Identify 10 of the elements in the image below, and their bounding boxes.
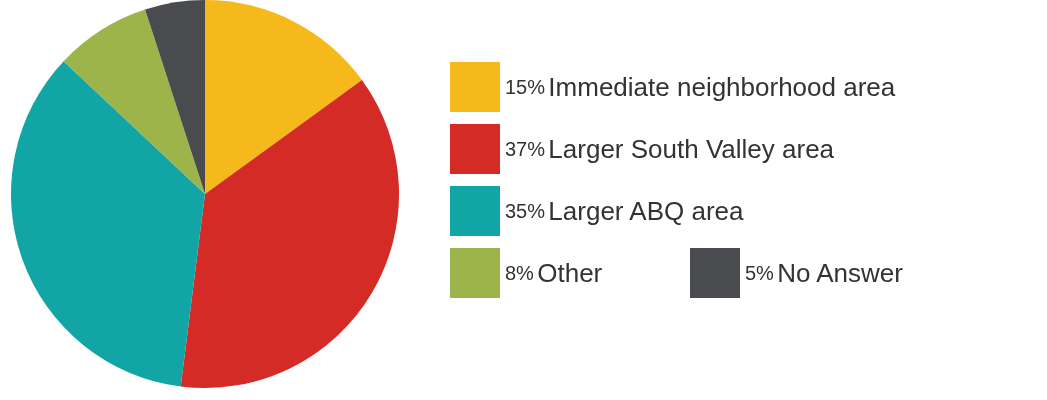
data-label: 35% xyxy=(505,200,546,222)
legend-label: Immediate neighborhood area xyxy=(548,72,896,102)
legend-label: Larger ABQ area xyxy=(548,196,745,226)
data-label: 8% xyxy=(505,262,535,284)
data-label: 37% xyxy=(505,138,546,160)
legend-label: No Answer xyxy=(777,258,904,288)
legend-label: Other xyxy=(537,258,603,288)
data-label: 15% xyxy=(505,76,546,98)
legend-label: Larger South Valley area xyxy=(548,134,835,164)
data-label: 5% xyxy=(745,262,775,284)
